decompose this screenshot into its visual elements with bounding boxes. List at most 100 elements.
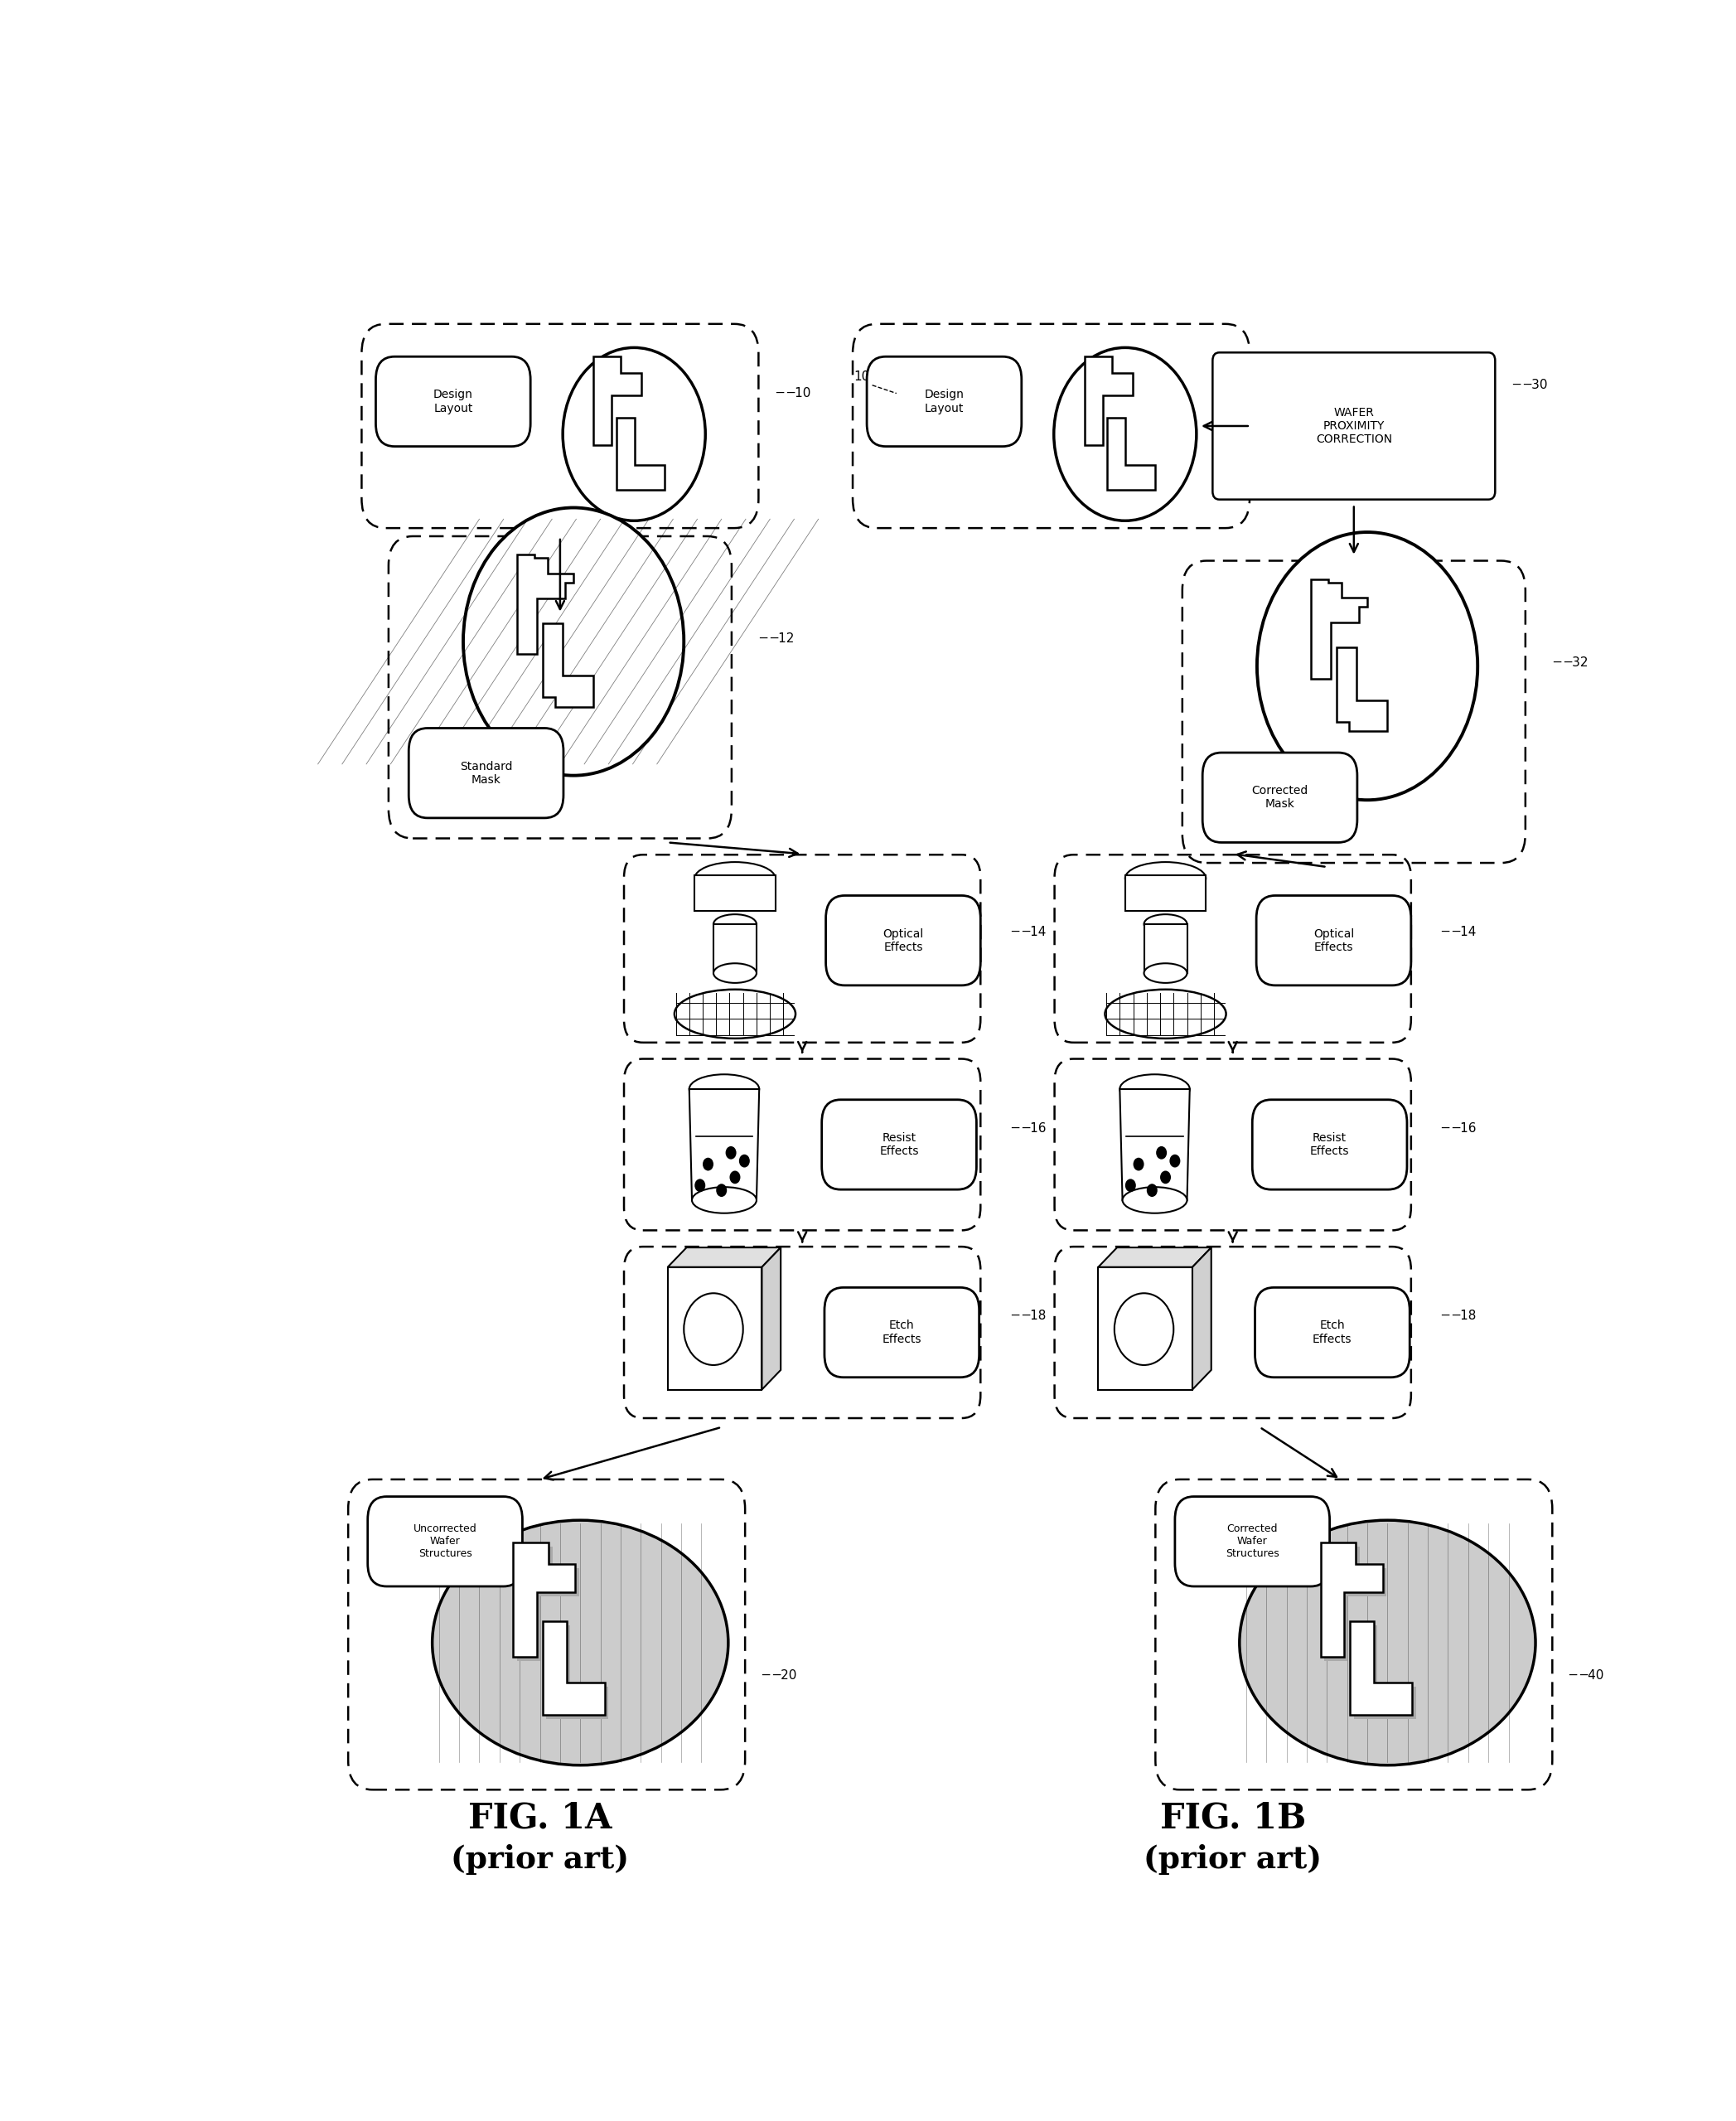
Polygon shape: [1321, 1542, 1382, 1657]
Text: WAFER
PROXIMITY
CORRECTION: WAFER PROXIMITY CORRECTION: [1316, 407, 1392, 445]
Circle shape: [726, 1145, 736, 1160]
Polygon shape: [594, 356, 641, 445]
Text: (prior art): (prior art): [1144, 1843, 1321, 1875]
Text: Corrected
Wafer
Structures: Corrected Wafer Structures: [1226, 1523, 1279, 1559]
Circle shape: [1257, 532, 1477, 800]
FancyBboxPatch shape: [408, 728, 564, 819]
Circle shape: [703, 1158, 713, 1171]
Circle shape: [729, 1171, 740, 1184]
Circle shape: [684, 1294, 743, 1366]
Polygon shape: [542, 624, 594, 706]
Ellipse shape: [1104, 988, 1226, 1039]
Polygon shape: [1099, 1266, 1193, 1389]
Text: Resist
Effects: Resist Effects: [880, 1133, 918, 1158]
Polygon shape: [616, 418, 665, 490]
Text: ─ ─18: ─ ─18: [1010, 1311, 1045, 1321]
Text: FIG. 1A: FIG. 1A: [469, 1801, 611, 1835]
FancyBboxPatch shape: [866, 356, 1021, 445]
Polygon shape: [668, 1266, 762, 1389]
Text: 10: 10: [854, 371, 870, 384]
Ellipse shape: [432, 1521, 729, 1765]
Circle shape: [1134, 1158, 1144, 1171]
FancyBboxPatch shape: [1252, 1099, 1406, 1190]
FancyBboxPatch shape: [713, 925, 757, 974]
Polygon shape: [1311, 579, 1366, 679]
Polygon shape: [1099, 1247, 1212, 1266]
Text: Uncorrected
Wafer
Structures: Uncorrected Wafer Structures: [413, 1523, 477, 1559]
Text: ─ ─40: ─ ─40: [1569, 1669, 1604, 1682]
Polygon shape: [762, 1247, 781, 1389]
Text: ─ ─16: ─ ─16: [1441, 1122, 1477, 1135]
Polygon shape: [1193, 1247, 1212, 1389]
Text: ─ ─20: ─ ─20: [762, 1669, 797, 1682]
Text: Optical
Effects: Optical Effects: [1312, 927, 1354, 952]
Ellipse shape: [689, 1075, 759, 1103]
Ellipse shape: [713, 914, 757, 933]
Circle shape: [562, 348, 705, 522]
Polygon shape: [668, 1247, 781, 1266]
Polygon shape: [1108, 418, 1154, 490]
Text: ─ ─10: ─ ─10: [776, 388, 811, 399]
Polygon shape: [1120, 1088, 1189, 1200]
FancyBboxPatch shape: [1255, 1287, 1410, 1377]
Text: Optical
Effects: Optical Effects: [882, 927, 924, 952]
FancyBboxPatch shape: [1257, 895, 1411, 986]
Polygon shape: [543, 1620, 606, 1714]
Text: ─ ─16: ─ ─16: [1010, 1122, 1047, 1135]
Text: ─ ─14: ─ ─14: [1441, 927, 1476, 937]
Text: Etch
Effects: Etch Effects: [882, 1319, 922, 1345]
Polygon shape: [1337, 647, 1387, 732]
Text: ─ ─18: ─ ─18: [1441, 1311, 1476, 1321]
Text: Resist
Effects: Resist Effects: [1311, 1133, 1349, 1158]
Circle shape: [1115, 1294, 1174, 1366]
Text: Standard
Mask: Standard Mask: [460, 761, 512, 785]
Ellipse shape: [693, 1188, 757, 1213]
Ellipse shape: [694, 861, 776, 895]
Circle shape: [1125, 1179, 1135, 1192]
FancyBboxPatch shape: [368, 1497, 523, 1587]
Ellipse shape: [1120, 1075, 1189, 1103]
FancyBboxPatch shape: [375, 356, 531, 445]
Polygon shape: [517, 556, 573, 653]
FancyBboxPatch shape: [826, 895, 981, 986]
Ellipse shape: [674, 988, 795, 1039]
Ellipse shape: [1144, 963, 1187, 982]
Polygon shape: [1325, 1546, 1387, 1661]
Polygon shape: [1354, 1625, 1417, 1718]
Circle shape: [1147, 1184, 1158, 1196]
Polygon shape: [547, 1625, 609, 1718]
Text: Etch
Effects: Etch Effects: [1312, 1319, 1352, 1345]
Text: Corrected
Mask: Corrected Mask: [1252, 785, 1309, 810]
Ellipse shape: [1125, 861, 1207, 895]
Polygon shape: [1085, 356, 1132, 445]
Circle shape: [464, 507, 684, 776]
FancyBboxPatch shape: [694, 876, 776, 912]
FancyBboxPatch shape: [1212, 352, 1495, 498]
Ellipse shape: [713, 963, 757, 982]
Text: ─ ─12: ─ ─12: [759, 632, 795, 645]
Ellipse shape: [1123, 1188, 1187, 1213]
Circle shape: [717, 1184, 727, 1196]
Text: ─ ─14: ─ ─14: [1010, 927, 1045, 937]
Text: Design
Layout: Design Layout: [924, 388, 963, 414]
FancyBboxPatch shape: [825, 1287, 979, 1377]
Circle shape: [1160, 1171, 1170, 1184]
FancyBboxPatch shape: [1125, 876, 1207, 912]
Text: FIG. 1B: FIG. 1B: [1160, 1801, 1305, 1835]
FancyBboxPatch shape: [1175, 1497, 1330, 1587]
Ellipse shape: [1144, 914, 1187, 933]
Polygon shape: [1351, 1620, 1413, 1714]
FancyBboxPatch shape: [1203, 753, 1358, 842]
Circle shape: [694, 1179, 705, 1192]
Circle shape: [1054, 348, 1196, 522]
Circle shape: [740, 1154, 750, 1167]
Circle shape: [1156, 1145, 1167, 1160]
Polygon shape: [514, 1542, 575, 1657]
Text: (prior art): (prior art): [451, 1843, 628, 1875]
Polygon shape: [517, 1546, 580, 1661]
Ellipse shape: [1240, 1521, 1536, 1765]
Polygon shape: [689, 1088, 759, 1200]
Circle shape: [1170, 1154, 1180, 1167]
FancyBboxPatch shape: [821, 1099, 976, 1190]
FancyBboxPatch shape: [1144, 925, 1187, 974]
